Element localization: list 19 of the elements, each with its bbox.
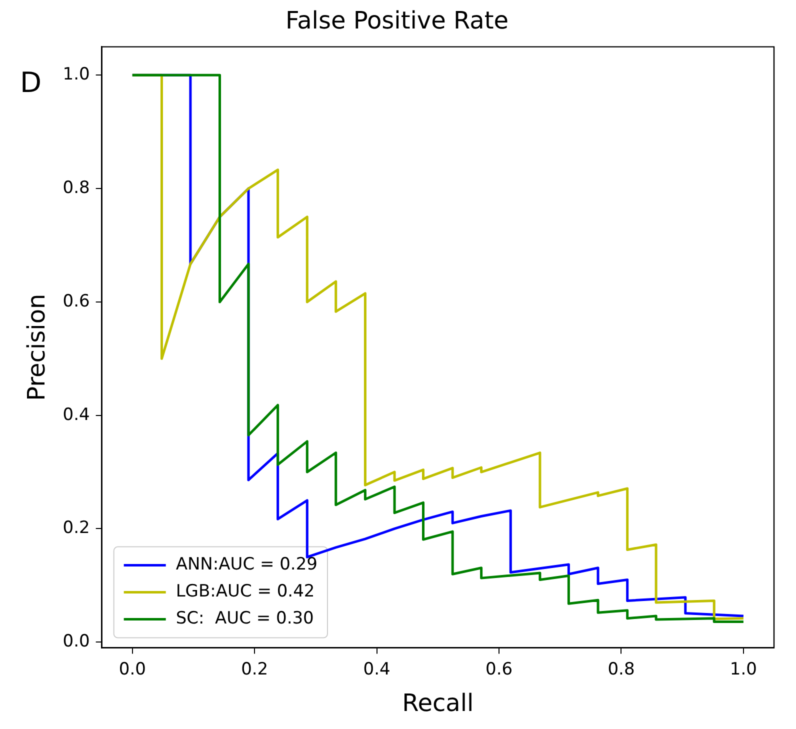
legend-label: LGB:AUC = 0.42 — [176, 582, 315, 602]
y-tick-label: 0.8 — [62, 178, 90, 198]
y-tick-label: 0.4 — [62, 404, 90, 425]
x-tick-label: 0.4 — [363, 659, 390, 680]
text: D — [20, 66, 42, 100]
chart-title: False Positive Rate — [285, 6, 509, 35]
x-tick-label: 0.8 — [608, 659, 635, 680]
y-axis-title: Precision — [22, 294, 51, 401]
legend-label: SC: AUC = 0.30 — [176, 608, 314, 629]
y-tick-label: 0.2 — [62, 518, 90, 538]
y-tick-label: 1.0 — [62, 64, 90, 85]
x-tick-label: 0.6 — [486, 659, 513, 680]
legend-label: ANN:AUC = 0.29 — [176, 554, 318, 575]
y-tick-label: 0.0 — [62, 632, 90, 652]
y-tick-label: 0.6 — [62, 291, 90, 312]
x-tick-label: 0.0 — [118, 659, 146, 680]
x-axis-title: Recall — [402, 688, 474, 717]
x-tick-label: 0.2 — [241, 659, 268, 680]
x-tick-label: 1.0 — [730, 659, 757, 680]
